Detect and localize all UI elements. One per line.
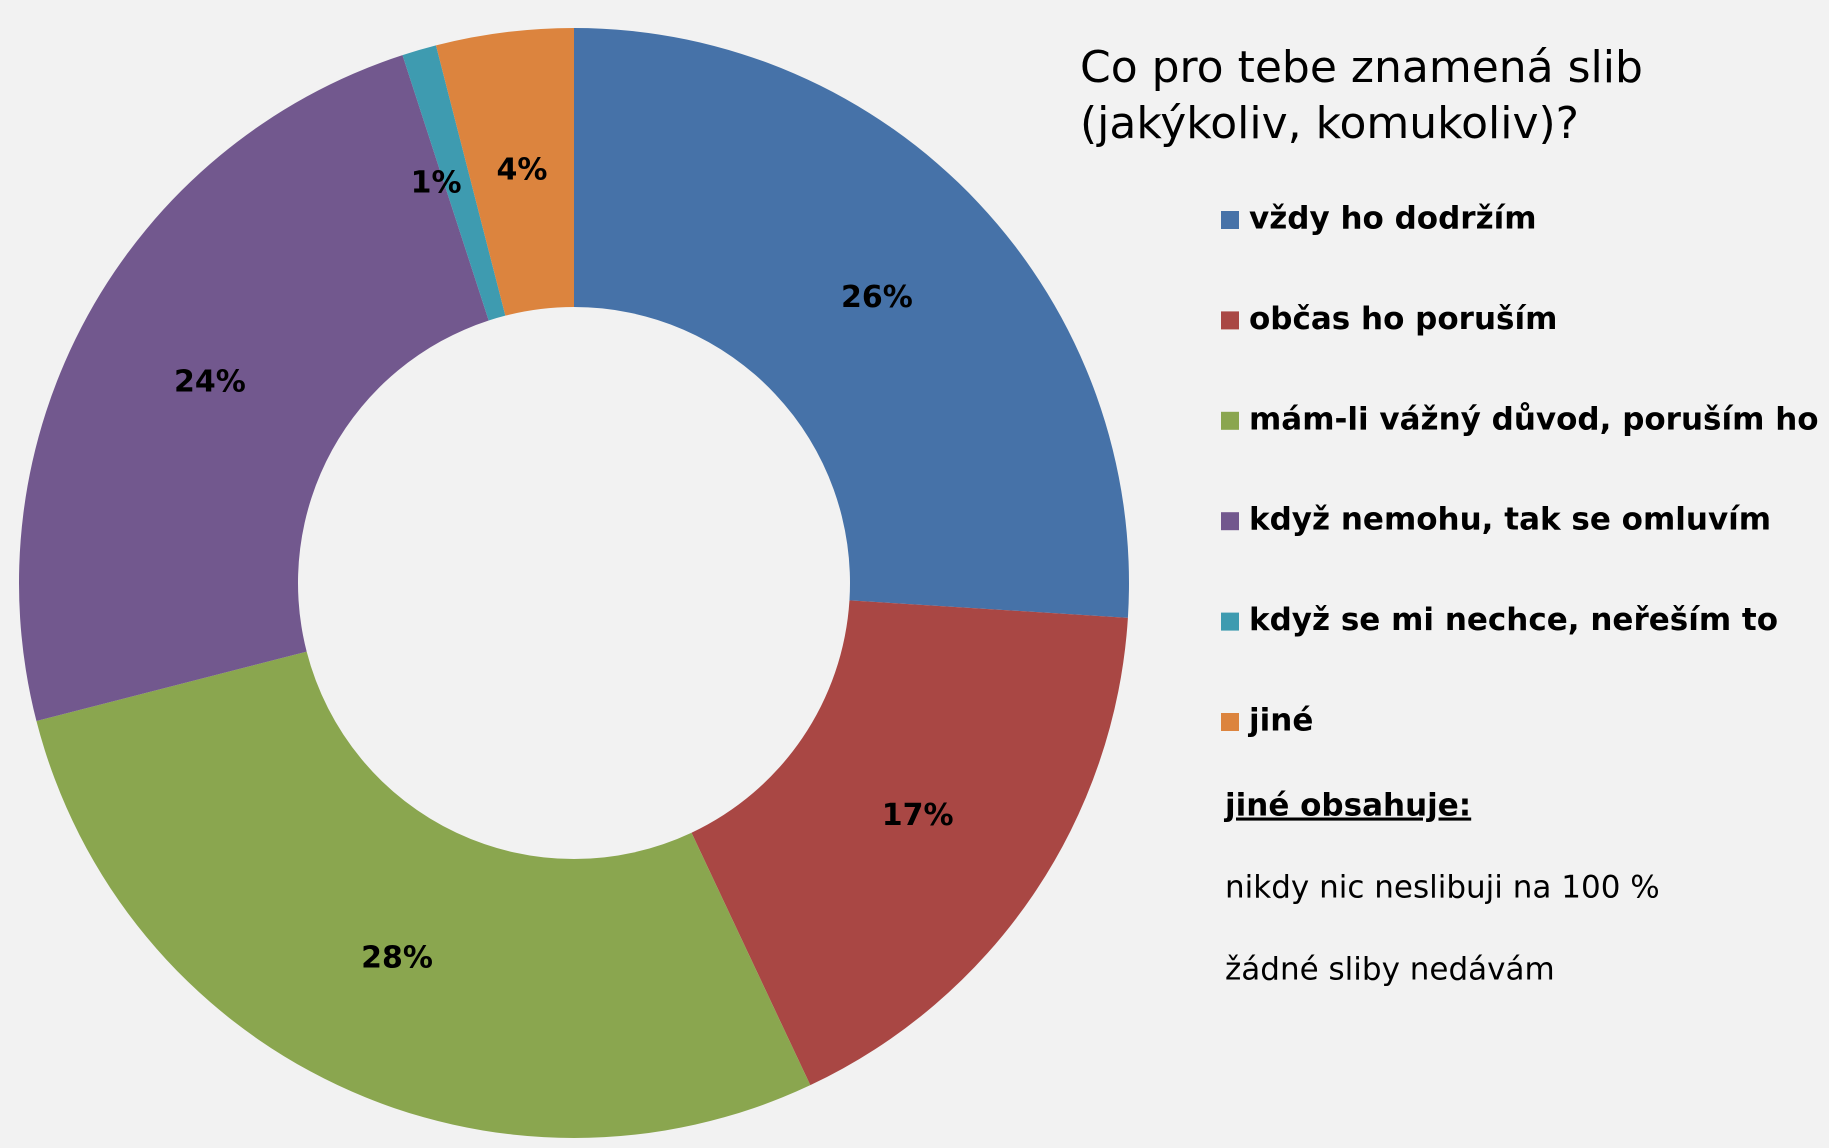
legend-label: když nemohu, tak se omluvím xyxy=(1249,502,1771,538)
data-label: 26% xyxy=(841,280,913,315)
legend-label: když se mi nechce, neřeším to xyxy=(1249,602,1778,638)
data-label: 17% xyxy=(882,798,954,833)
donut-slice xyxy=(435,28,574,316)
title-box: Co pro tebe znamená slib (jakýkoliv, kom… xyxy=(1080,42,1643,149)
donut-slice xyxy=(691,600,1128,1086)
legend-label: mám-li vážný důvod, poruším ho xyxy=(1249,401,1819,437)
data-label: 24% xyxy=(174,364,246,399)
data-label: 28% xyxy=(361,940,433,975)
legend-label: jiné xyxy=(1247,703,1313,739)
legend-swatch xyxy=(1221,512,1239,531)
legend-swatch xyxy=(1221,411,1239,430)
legend-swatch xyxy=(1221,211,1239,229)
notes-heading: jiné obsahuje: xyxy=(1223,788,1471,824)
legend-label: vždy ho dodržím xyxy=(1249,201,1537,237)
legend-swatch xyxy=(1221,612,1239,631)
chart-title: Co pro tebe znamená slib (jakýkoliv, kom… xyxy=(1080,42,1643,149)
legend-swatch xyxy=(1221,311,1239,330)
data-label: 4% xyxy=(496,152,547,187)
legend-label: občas ho poruším xyxy=(1249,301,1557,337)
data-label: 1% xyxy=(411,165,462,200)
legend-swatch xyxy=(1221,713,1239,731)
notes-item: nikdy nic neslibuji na 100 % xyxy=(1225,870,1660,906)
notes-item: žádné sliby nedávám xyxy=(1225,952,1555,988)
donut-slice xyxy=(18,55,489,722)
donut-slice xyxy=(402,45,506,321)
donut-slice xyxy=(574,28,1129,618)
donut-slice xyxy=(36,651,811,1138)
